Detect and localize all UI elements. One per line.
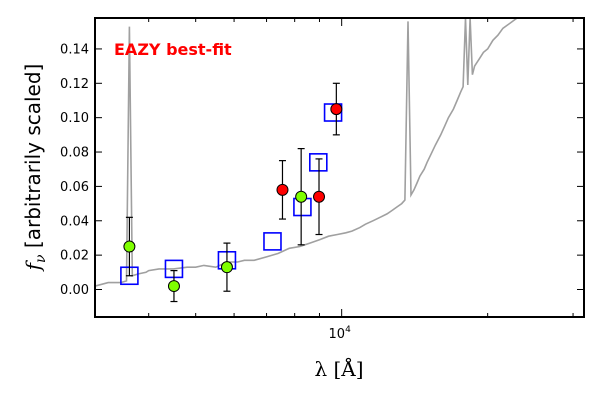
plot-marks	[95, 18, 518, 303]
x-tick-exponent: 4	[345, 325, 351, 335]
observed-flux-point	[220, 261, 233, 274]
y-tick-label: 0.06	[60, 180, 89, 195]
model-flux-square	[263, 232, 282, 251]
ylabel-subscript: ν	[33, 254, 49, 263]
ylabel-text: [arbitrarily scaled]	[21, 64, 45, 255]
observed-flux-point	[123, 240, 136, 253]
model-flux-square	[323, 103, 343, 122]
observed-flux-point	[313, 190, 326, 203]
observed-flux-point	[295, 190, 308, 203]
model-flux-square	[309, 153, 328, 172]
annotation: EAZY best-fit	[114, 40, 232, 59]
y-axis-title: fν [arbitrarily scaled]	[21, 64, 49, 273]
template-spectrum-line	[95, 18, 518, 287]
y-tick-label: 0.14	[60, 42, 89, 57]
y-tick-label: 0.02	[60, 249, 89, 264]
x-tick-label: 104	[329, 325, 352, 342]
y-tick-label: 0.04	[60, 214, 89, 229]
y-tick-label: 0.00	[60, 283, 89, 298]
observed-flux-point	[330, 103, 343, 116]
observed-flux-point	[276, 183, 289, 196]
observed-flux-point	[167, 280, 180, 293]
y-tick-label: 0.10	[60, 111, 89, 126]
y-tick-label: 0.12	[60, 77, 89, 92]
y-tick-label: 0.08	[60, 146, 89, 161]
x-axis-title: λ [Å]	[314, 356, 363, 381]
plot-frame	[94, 17, 585, 318]
plot-area	[95, 18, 518, 303]
axes: 0.00 0.02 0.04 0.06 0.08 0.10 0.12 0.14 104	[60, 18, 584, 342]
